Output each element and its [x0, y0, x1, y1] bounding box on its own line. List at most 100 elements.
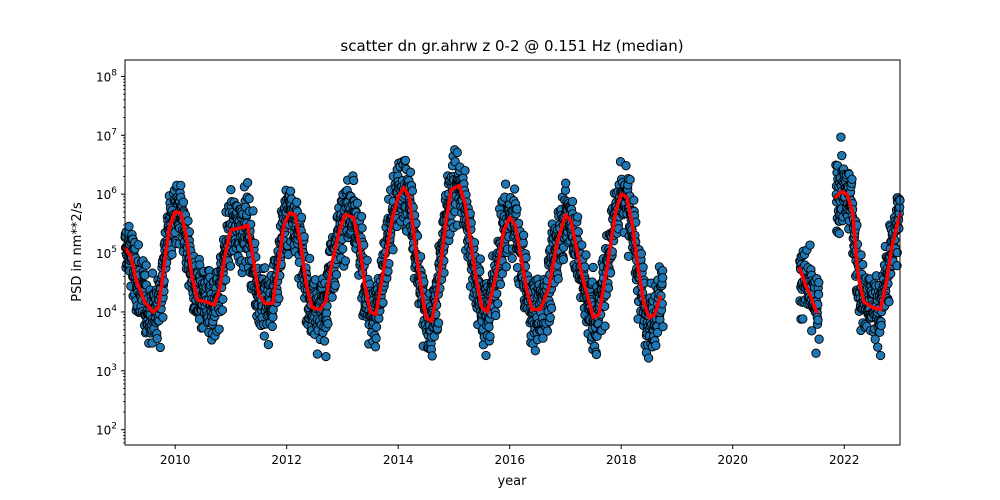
scatter-point — [892, 247, 902, 258]
scatter-point — [133, 240, 144, 250]
scatter-point — [140, 270, 150, 280]
scatter-point — [356, 211, 367, 222]
scatter-point — [651, 340, 661, 351]
scatter-point — [577, 240, 587, 250]
scatter-point — [875, 350, 886, 361]
scatter-point — [621, 161, 631, 171]
scatter-point — [147, 268, 158, 278]
scatter-point — [244, 194, 254, 204]
scatter-point — [873, 342, 883, 352]
scatter-point — [225, 261, 236, 271]
y-tick-label: 107 — [96, 127, 117, 143]
scatter-point — [813, 289, 824, 300]
scatter-point — [538, 333, 548, 343]
scatter-point — [357, 223, 367, 233]
scatter-point — [460, 165, 470, 176]
scatter-point — [370, 342, 381, 352]
scatter-point — [155, 342, 165, 353]
y-tick-base: 10 — [96, 129, 111, 143]
scatter-point — [371, 333, 381, 344]
y-tick-label: 104 — [96, 304, 117, 320]
scatter-point — [512, 204, 522, 214]
scatter-point — [338, 244, 348, 254]
scatter-point — [158, 312, 168, 322]
median-line — [834, 189, 902, 312]
median-line — [123, 183, 663, 323]
scatter-point — [658, 321, 668, 332]
scatter-point — [858, 259, 868, 270]
scatter-point — [481, 350, 491, 361]
x-tick-label: 2018 — [606, 453, 637, 467]
scatter-point — [178, 197, 189, 207]
y-tick-base: 10 — [96, 188, 111, 202]
scatter-point — [892, 261, 902, 271]
x-tick-label: 2022 — [829, 453, 860, 467]
scatter-point — [362, 255, 372, 265]
scatter-point — [248, 206, 258, 216]
scatter-point — [292, 197, 302, 207]
scatter-point — [371, 322, 382, 332]
scatter-point — [558, 254, 569, 265]
scatter-point — [501, 262, 511, 272]
y-tick-label: 103 — [96, 363, 117, 379]
y-tick-exponent: 3 — [111, 363, 117, 373]
scatter-point — [813, 315, 823, 325]
x-axis: 2010 2012 2014 2016 2018 2020 2022 — [160, 445, 860, 467]
scatter-point — [475, 254, 485, 264]
scatter-point — [167, 249, 177, 260]
scatter-point — [588, 262, 598, 273]
y-tick-label: 105 — [96, 245, 117, 261]
median-line — [797, 266, 819, 314]
scatter-point — [242, 178, 253, 188]
plot-area — [120, 132, 905, 363]
scatter-point — [884, 297, 894, 307]
scatter-point — [837, 150, 847, 161]
y-tick-label: 102 — [96, 422, 117, 438]
scatter-point — [876, 320, 886, 331]
y-tick-base: 10 — [96, 365, 111, 379]
chart-title: scatter dn gr.ahrw z 0-2 @ 0.151 Hz (med… — [340, 37, 683, 55]
scatter-point — [509, 184, 520, 194]
scatter-point — [600, 321, 610, 331]
scatter-point — [226, 185, 236, 195]
x-axis-label: year — [497, 474, 527, 489]
x-tick-label: 2012 — [271, 453, 302, 467]
scatter-point — [542, 326, 552, 336]
scatter-point — [141, 260, 151, 270]
scatter-point — [847, 174, 857, 184]
y-tick-label: 106 — [96, 186, 117, 202]
scatter-point — [530, 346, 540, 356]
scatter-point — [500, 179, 511, 189]
scatter-point — [321, 351, 331, 362]
scatter-point — [400, 155, 411, 166]
scatter-point — [798, 314, 808, 324]
scatter-point — [263, 339, 274, 350]
scatter-point — [330, 280, 340, 291]
scatter-point — [545, 312, 555, 323]
scatter-point — [814, 277, 824, 288]
y-tick-base: 10 — [96, 424, 111, 438]
scatter-point — [427, 351, 437, 361]
scatter-point — [405, 167, 416, 177]
scatter-point — [561, 178, 571, 188]
scatter-point — [591, 349, 602, 360]
scatter-point — [285, 186, 296, 196]
scatter-point — [805, 240, 815, 250]
scatter-point — [340, 256, 351, 266]
scatter-point — [484, 322, 494, 332]
scatter-point — [274, 293, 284, 304]
scatter-point — [658, 273, 668, 283]
scatter-point — [553, 274, 563, 284]
scatter-point — [493, 298, 503, 309]
x-tick-label: 2020 — [717, 453, 748, 467]
y-tick-label: 108 — [96, 68, 117, 84]
scatter-point — [643, 353, 654, 363]
scatter-point — [495, 279, 506, 289]
scatter-point — [176, 180, 186, 191]
scatter-point — [214, 324, 224, 334]
scatter-point — [331, 270, 342, 280]
scatter-point — [260, 263, 270, 273]
y-tick-base: 10 — [96, 306, 111, 320]
scatter-point — [518, 230, 529, 240]
